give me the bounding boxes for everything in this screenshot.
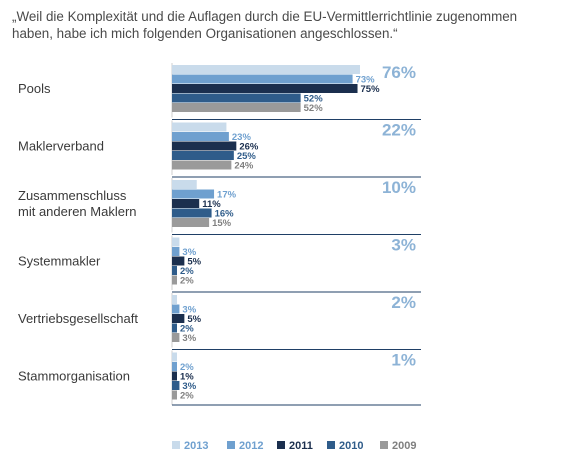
data-label: 24% bbox=[234, 161, 254, 172]
legend-label: 2013 bbox=[184, 440, 208, 452]
data-label: 5% bbox=[187, 314, 201, 325]
bar-2011 bbox=[172, 141, 237, 151]
data-label: 25% bbox=[237, 151, 257, 162]
bar-2012 bbox=[172, 74, 353, 84]
legend-label: 2010 bbox=[339, 440, 363, 452]
legend-swatch-2012 bbox=[227, 441, 235, 449]
bar-2012 bbox=[172, 189, 215, 199]
bar-2012 bbox=[172, 132, 229, 141]
highlight-label: 2% bbox=[391, 293, 416, 312]
bar-2011 bbox=[172, 371, 177, 381]
data-label: 3% bbox=[182, 247, 196, 258]
bar-2011 bbox=[172, 199, 200, 208]
data-label: 52% bbox=[304, 94, 324, 105]
legend-label: 2009 bbox=[392, 440, 416, 452]
category-label-line: mit anderen Maklern bbox=[18, 204, 137, 219]
bar-2013 bbox=[172, 295, 177, 304]
bar-2013 bbox=[172, 65, 360, 74]
bar-2011 bbox=[172, 314, 185, 323]
bar-2009 bbox=[172, 333, 180, 342]
bar-2011 bbox=[172, 84, 358, 93]
category-label: Zusammenschluss mit anderen Maklern bbox=[18, 188, 137, 219]
data-label: 75% bbox=[361, 84, 381, 95]
data-label: 11% bbox=[202, 199, 221, 210]
bar-2009 bbox=[172, 390, 177, 400]
category-label-line: Vertriebsgesellschaft bbox=[18, 311, 138, 326]
data-label: 5% bbox=[187, 257, 201, 268]
bar-2012 bbox=[172, 304, 180, 314]
data-label: 52% bbox=[304, 103, 324, 114]
bar-2013 bbox=[172, 237, 180, 247]
category-label-line: Pools bbox=[18, 81, 51, 96]
bar-2012 bbox=[172, 247, 180, 256]
data-label: 26% bbox=[239, 142, 259, 153]
data-label: 2% bbox=[180, 362, 194, 373]
highlight-label: 3% bbox=[391, 236, 416, 255]
data-label: 15% bbox=[212, 218, 232, 229]
category-label: Systemmakler bbox=[18, 253, 101, 268]
bar-2009 bbox=[172, 275, 177, 285]
category-label-line: Maklerverband bbox=[18, 138, 104, 153]
data-label: 2% bbox=[180, 324, 194, 335]
data-label: 2% bbox=[180, 266, 194, 277]
category-label-line: Systemmakler bbox=[18, 253, 101, 268]
category-label-line: Zusammenschluss bbox=[18, 188, 127, 203]
bar-2010 bbox=[172, 266, 177, 275]
category-label-line: Stammorganisation bbox=[18, 368, 130, 383]
highlight-label: 10% bbox=[382, 178, 416, 197]
legend-label: 2011 bbox=[289, 440, 313, 452]
data-label: 3% bbox=[182, 333, 196, 344]
data-label: 73% bbox=[356, 75, 376, 86]
data-label: 2% bbox=[180, 276, 194, 287]
bar-2010 bbox=[172, 381, 180, 390]
bar-2013 bbox=[172, 352, 177, 362]
data-label: 16% bbox=[215, 209, 235, 220]
bar-2012 bbox=[172, 362, 177, 371]
chart-title: „Weil die Komplexität und die Auflagen d… bbox=[12, 9, 518, 41]
bar-2009 bbox=[172, 218, 210, 227]
legend-swatch-2010 bbox=[327, 441, 335, 449]
data-label: 23% bbox=[232, 132, 252, 143]
bar-2013 bbox=[172, 180, 197, 189]
category-label: Stammorganisation bbox=[18, 368, 130, 383]
data-label: 1% bbox=[180, 372, 194, 383]
bar-2011 bbox=[172, 256, 185, 266]
legend-label: 2012 bbox=[239, 440, 263, 452]
bar-2009 bbox=[172, 160, 232, 170]
category-label: Vertriebsgesellschaft bbox=[18, 311, 138, 326]
highlight-label: 76% bbox=[382, 63, 416, 82]
highlight-label: 22% bbox=[382, 121, 416, 140]
bar-2010 bbox=[172, 208, 212, 218]
category-label: Maklerverband bbox=[18, 138, 104, 153]
legend-swatch-2009 bbox=[380, 441, 388, 449]
category-label: Pools bbox=[18, 81, 51, 96]
bar-2010 bbox=[172, 151, 234, 160]
legend-swatch-2013 bbox=[172, 441, 180, 449]
data-label: 3% bbox=[182, 381, 196, 392]
highlight-label: 1% bbox=[391, 351, 416, 370]
data-label: 2% bbox=[180, 391, 194, 402]
bar-2010 bbox=[172, 323, 177, 333]
bar-2010 bbox=[172, 93, 301, 103]
legend-swatch-2011 bbox=[277, 441, 285, 449]
data-label: 3% bbox=[182, 305, 196, 316]
data-label: 17% bbox=[217, 190, 237, 201]
bar-2013 bbox=[172, 122, 227, 132]
bar-2009 bbox=[172, 103, 301, 112]
